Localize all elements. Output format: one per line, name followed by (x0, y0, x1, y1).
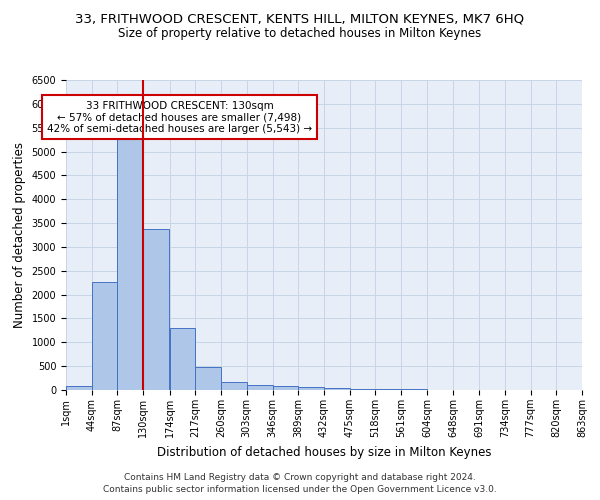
Bar (247, 385, 272, 390)
Bar (376, 389, 401, 390)
Bar (221, 382, 247, 390)
Text: Size of property relative to detached houses in Milton Keynes: Size of property relative to detached ho… (118, 28, 482, 40)
Y-axis label: Number of detached properties: Number of detached properties (13, 142, 26, 328)
Bar (272, 386, 298, 390)
Text: Contains public sector information licensed under the Open Government Licence v3: Contains public sector information licen… (103, 486, 497, 494)
Bar (118, 131, 143, 390)
Text: Distribution of detached houses by size in Milton Keynes: Distribution of detached houses by size … (157, 446, 491, 459)
Text: Contains HM Land Registry data © Crown copyright and database right 2024.: Contains HM Land Registry data © Crown c… (124, 473, 476, 482)
Bar (92, 282, 118, 390)
Bar (324, 388, 350, 390)
Bar (170, 328, 195, 390)
Bar (66, 386, 92, 390)
Bar (298, 388, 324, 390)
Bar (195, 367, 221, 390)
Bar (350, 389, 376, 390)
Text: 33, FRITHWOOD CRESCENT, KENTS HILL, MILTON KEYNES, MK7 6HQ: 33, FRITHWOOD CRESCENT, KENTS HILL, MILT… (76, 12, 524, 26)
Text: 33 FRITHWOOD CRESCENT: 130sqm
← 57% of detached houses are smaller (7,498)
42% o: 33 FRITHWOOD CRESCENT: 130sqm ← 57% of d… (47, 100, 312, 134)
Bar (143, 230, 169, 390)
